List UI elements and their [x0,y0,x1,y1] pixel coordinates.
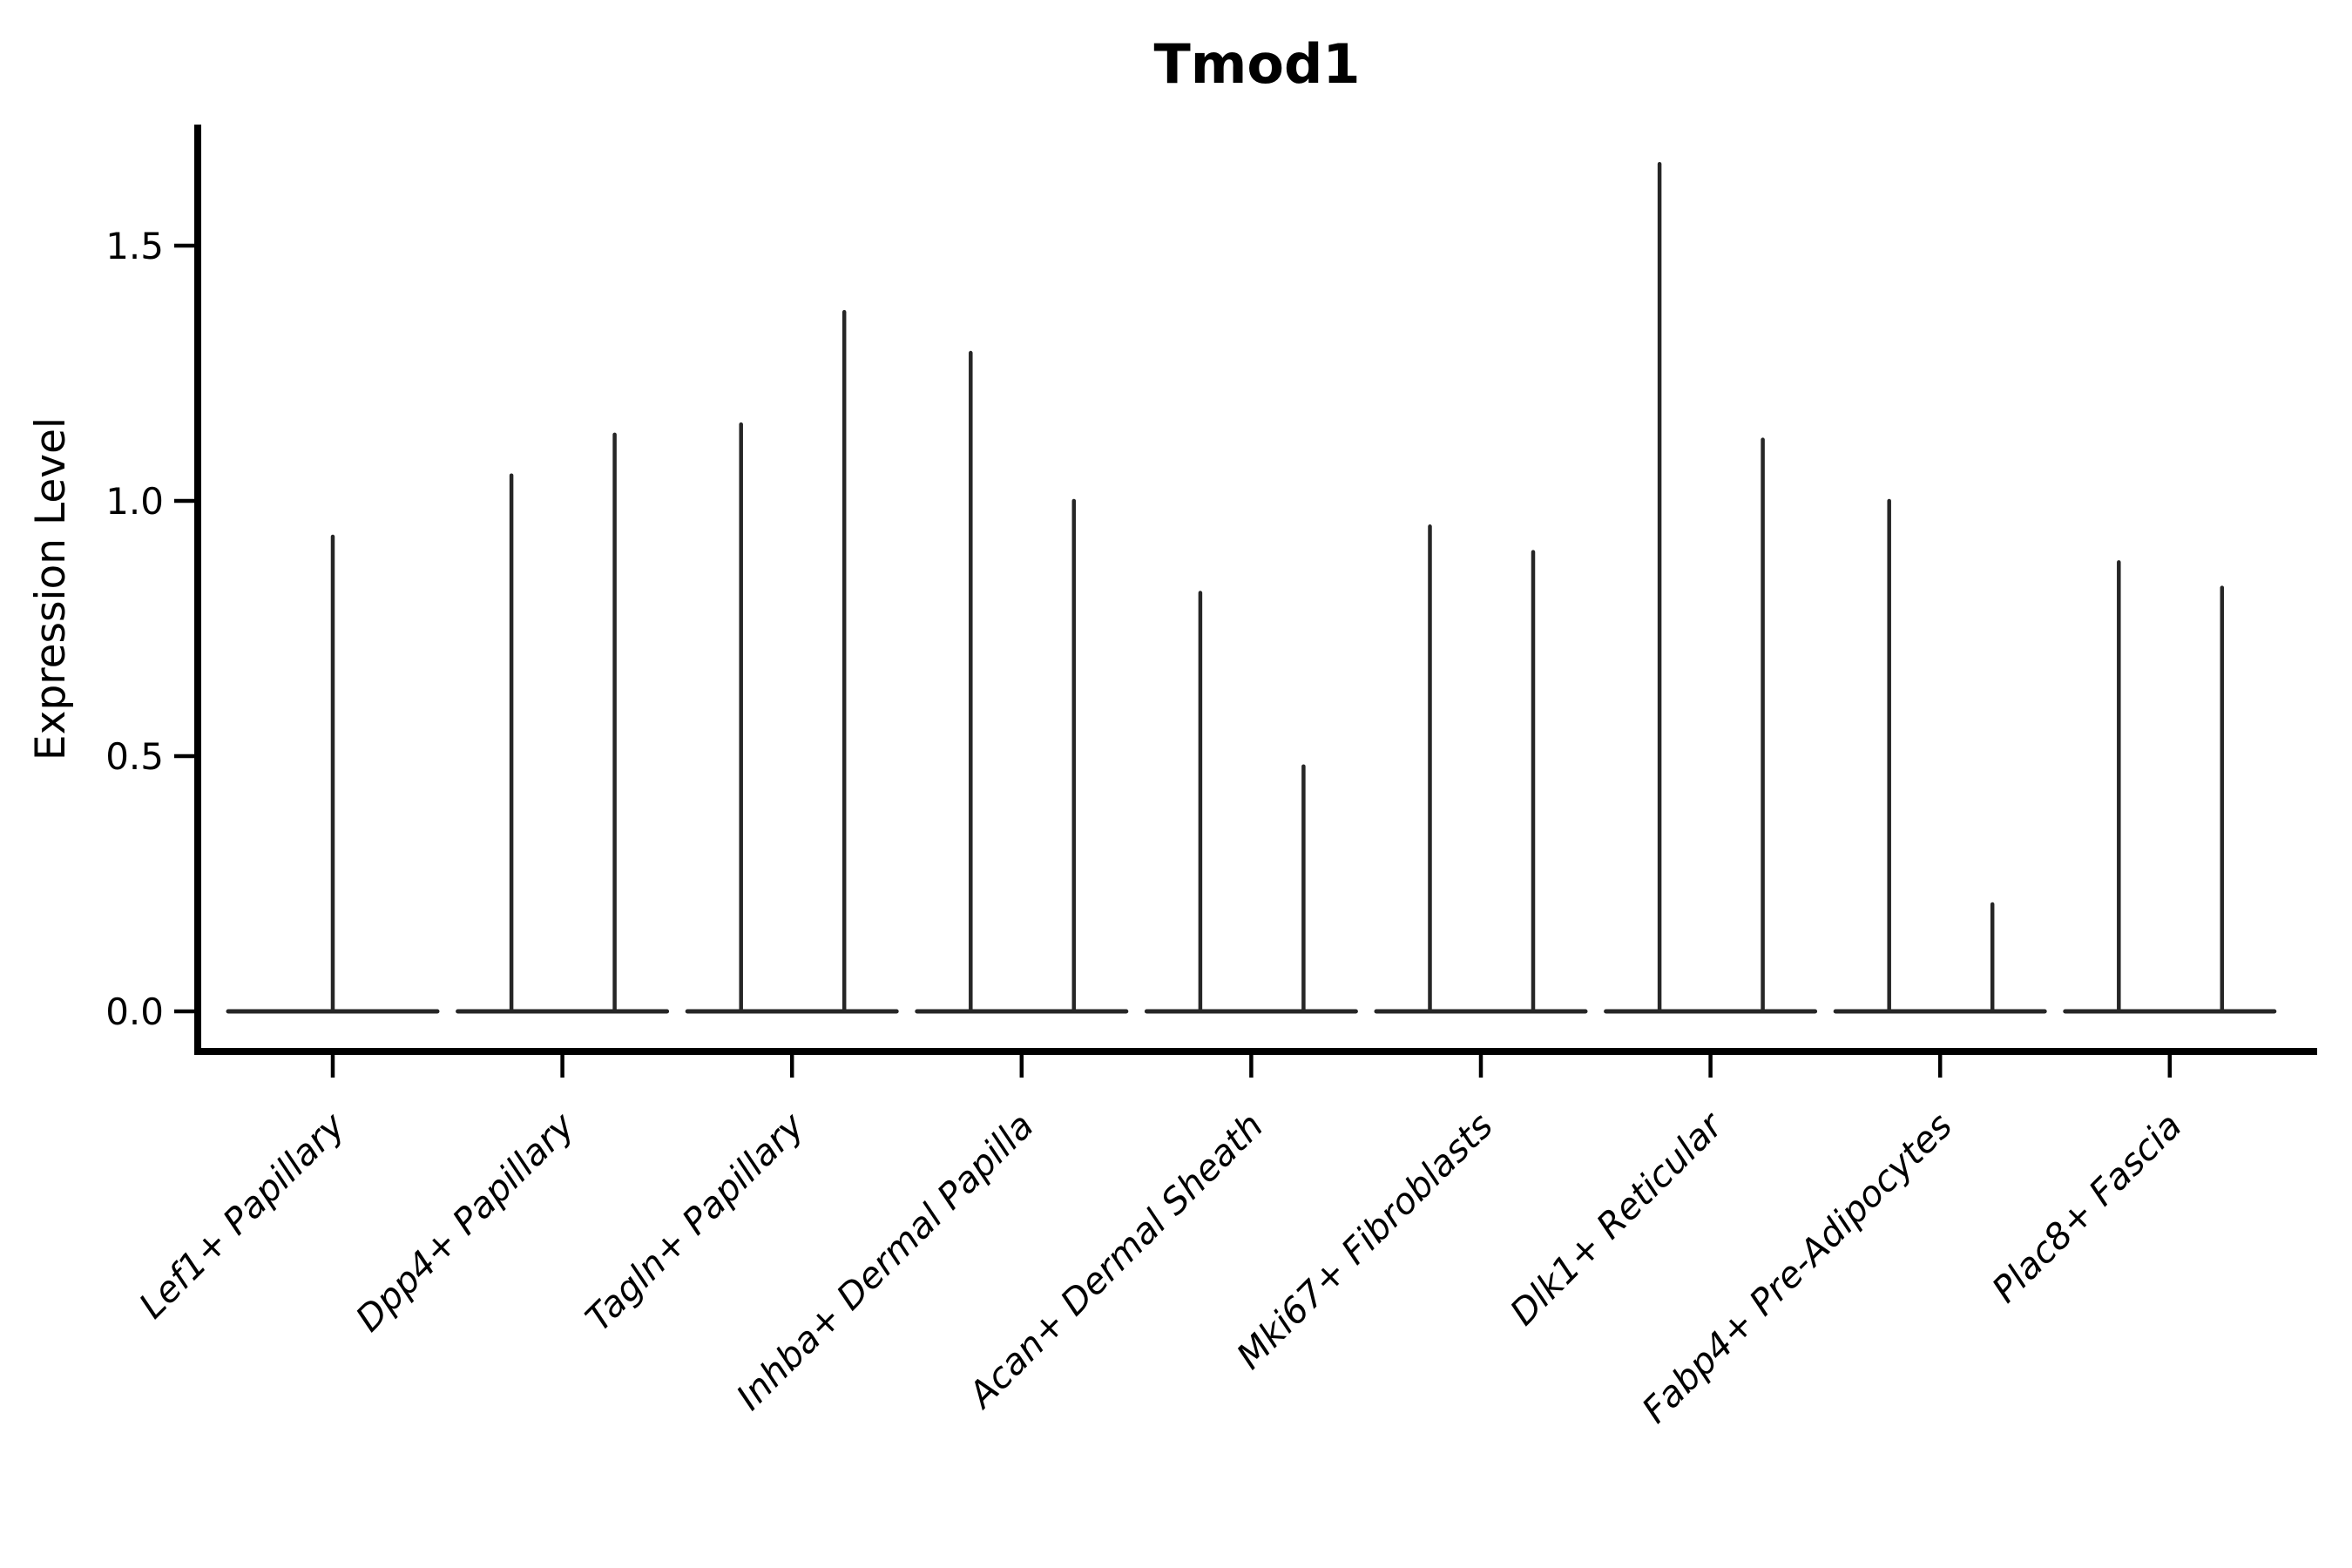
y-tick-label: 1.5 [105,225,164,267]
axes-layer [174,125,2317,1078]
violin [456,432,670,1014]
x-tick-label: Lef1+ Papillary [131,1105,353,1327]
x-tick-label: Dlk1+ Reticular [1502,1104,1732,1334]
y-tick-label: 0.0 [105,990,164,1033]
violin [1833,498,2047,1014]
x-tick-label: Plac8+ Fascia [1984,1105,2189,1310]
violin [685,309,899,1014]
violin [915,350,1129,1014]
x-tick-label: Dpp4+ Papillary [348,1105,583,1340]
violin [1604,161,1818,1014]
x-tick-label: Tagln+ Papillary [578,1105,813,1340]
violin [1374,524,1588,1014]
violin [2063,560,2277,1014]
chart-title: Tmod1 [1153,32,1360,96]
y-tick-label: 0.5 [105,735,164,778]
violins-layer [226,161,2277,1014]
violin [226,534,440,1014]
violin [1144,591,1358,1014]
y-axis-label: Expression Level [27,417,75,760]
y-tick-label: 1.0 [105,480,164,523]
x-tick-label: Mki67+ Fibroblasts [1228,1105,1501,1377]
